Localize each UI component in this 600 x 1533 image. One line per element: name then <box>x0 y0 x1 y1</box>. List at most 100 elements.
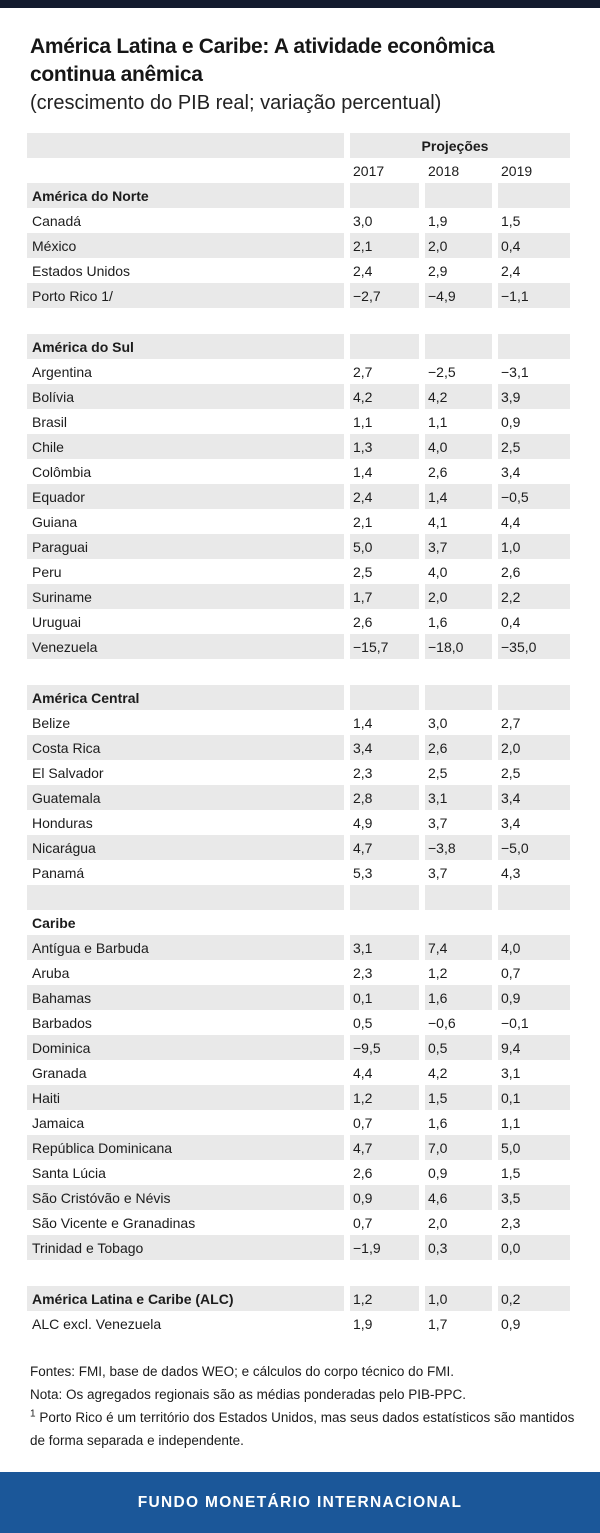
row-value <box>498 885 570 910</box>
row-label: América Latina e Caribe (ALC) <box>27 1286 344 1311</box>
row-value: 7,4 <box>425 935 492 960</box>
country-row: El Salvador 2,3 2,5 2,5 <box>27 760 570 785</box>
row-value <box>350 685 419 710</box>
row-label: ALC excl. Venezuela <box>32 1315 162 1332</box>
row-value: 3,5 <box>498 1185 570 1210</box>
row-value: 2,0 <box>425 233 492 258</box>
row-label: Guiana <box>32 513 78 530</box>
row-value: 1,6 <box>428 1114 448 1131</box>
imf-org-name: FUNDO MONETÁRIO INTERNACIONAL <box>137 1493 463 1511</box>
row-value: 0,5 <box>425 1035 492 1060</box>
row-label: Caribe <box>32 914 76 931</box>
row-value: 1,2 <box>350 1286 419 1311</box>
row-value: 2,8 <box>350 785 419 810</box>
row-value: 2,3 <box>353 964 373 981</box>
row-value: 4,2 <box>425 384 492 409</box>
row-value: 0,9 <box>498 985 570 1010</box>
row-value: 3,1 <box>350 935 419 960</box>
row-value: 0,7 <box>353 1214 373 1231</box>
row-label: São Vicente e Granadinas <box>32 1214 196 1231</box>
row-label: América do Sul <box>27 334 344 359</box>
row-value <box>425 308 492 334</box>
row-label <box>27 1260 344 1286</box>
country-row: Estados Unidos 2,4 2,9 2,4 <box>27 258 570 283</box>
country-row: República Dominicana 4,7 7,0 5,0 <box>27 1135 570 1160</box>
row-value: 3,4 <box>498 785 570 810</box>
row-value: 3,7 <box>425 534 492 559</box>
row-label: Bolívia <box>27 384 344 409</box>
country-row: São Vicente e Granadinas 0,7 2,0 2,3 <box>27 1210 570 1235</box>
row-value: 1,6 <box>428 613 448 630</box>
row-value: 2,7 <box>501 714 521 731</box>
row-value: 4,0 <box>425 434 492 459</box>
section-header-row: América Central <box>27 685 570 710</box>
row-value <box>425 910 492 935</box>
row-value: 1,7 <box>428 1315 448 1332</box>
country-row: Uruguai 2,6 1,6 0,4 <box>27 609 570 634</box>
row-value: 2,9 <box>428 262 448 279</box>
country-row: Haiti 1,2 1,5 0,1 <box>27 1085 570 1110</box>
row-value: −5,0 <box>498 835 570 860</box>
row-value: 1,1 <box>353 413 373 430</box>
row-label: América Central <box>27 685 344 710</box>
row-value: 3,7 <box>428 814 448 831</box>
row-value: 3,4 <box>350 735 419 760</box>
row-value: 0,7 <box>501 964 521 981</box>
year-column-2018: 2018 <box>428 162 460 179</box>
page-title-line1: América Latina e Caribe: A atividade eco… <box>30 35 495 58</box>
gdp-growth-table: Projeções 2017 2018 2019 América do Nort… <box>27 133 570 1336</box>
spacer-row <box>27 308 570 334</box>
row-value <box>425 659 492 685</box>
country-row: Bahamas 0,1 1,6 0,9 <box>27 985 570 1010</box>
section-header-row: Caribe <box>27 910 570 935</box>
row-value: 4,7 <box>350 1135 419 1160</box>
country-row: Barbados 0,5 −0,6 −0,1 <box>27 1010 570 1035</box>
row-value: −18,0 <box>425 634 492 659</box>
page-subtitle: (crescimento do PIB real; variação perce… <box>30 92 442 114</box>
row-value <box>498 910 570 935</box>
row-label: Granada <box>32 1064 87 1081</box>
row-value: 3,1 <box>501 1064 521 1081</box>
row-value: 4,1 <box>428 513 448 530</box>
row-label: Suriname <box>27 584 344 609</box>
row-value: 2,6 <box>425 735 492 760</box>
row-value <box>350 910 419 935</box>
row-value: −0,1 <box>501 1014 529 1031</box>
row-value: 2,6 <box>501 563 521 580</box>
row-value: 2,6 <box>428 463 448 480</box>
table-body: América do Norte Canadá 3,0 1,9 1,5 México 2,1… <box>27 183 570 1336</box>
row-value: 5,3 <box>353 864 373 881</box>
country-row: Paraguai 5,0 3,7 1,0 <box>27 534 570 559</box>
country-row: Argentina 2,7 −2,5 −3,1 <box>27 359 570 384</box>
row-label: Uruguai <box>32 613 82 630</box>
country-row: Dominica −9,5 0,5 9,4 <box>27 1035 570 1060</box>
row-value: −0,6 <box>428 1014 456 1031</box>
row-value: 1,1 <box>501 1114 521 1131</box>
row-value: 4,3 <box>501 864 521 881</box>
row-value: 0,7 <box>353 1114 373 1131</box>
section-header-row: América do Sul <box>27 334 570 359</box>
row-label: Barbados <box>32 1014 92 1031</box>
row-value: 1,4 <box>425 484 492 509</box>
row-value: 2,1 <box>350 233 419 258</box>
row-label: Costa Rica <box>27 735 344 760</box>
country-row: Equador 2,4 1,4 −0,5 <box>27 484 570 509</box>
row-label <box>27 308 344 334</box>
row-value: 0,9 <box>428 1164 448 1181</box>
row-value: 2,5 <box>498 434 570 459</box>
row-value <box>498 685 570 710</box>
row-value: −9,5 <box>350 1035 419 1060</box>
header-empty-cell <box>27 158 344 183</box>
spacer-row <box>27 885 570 910</box>
row-value: 4,2 <box>428 1064 448 1081</box>
footnote-1-marker: 1 <box>30 1408 36 1420</box>
row-value: 4,4 <box>353 1064 373 1081</box>
row-value <box>498 183 570 208</box>
row-value: 2,7 <box>353 363 373 380</box>
row-value: 0,5 <box>353 1014 373 1031</box>
row-value <box>350 183 419 208</box>
country-row: Brasil 1,1 1,1 0,9 <box>27 409 570 434</box>
row-value <box>498 334 570 359</box>
row-value: −2,7 <box>350 283 419 308</box>
row-label: Colômbia <box>32 463 92 480</box>
